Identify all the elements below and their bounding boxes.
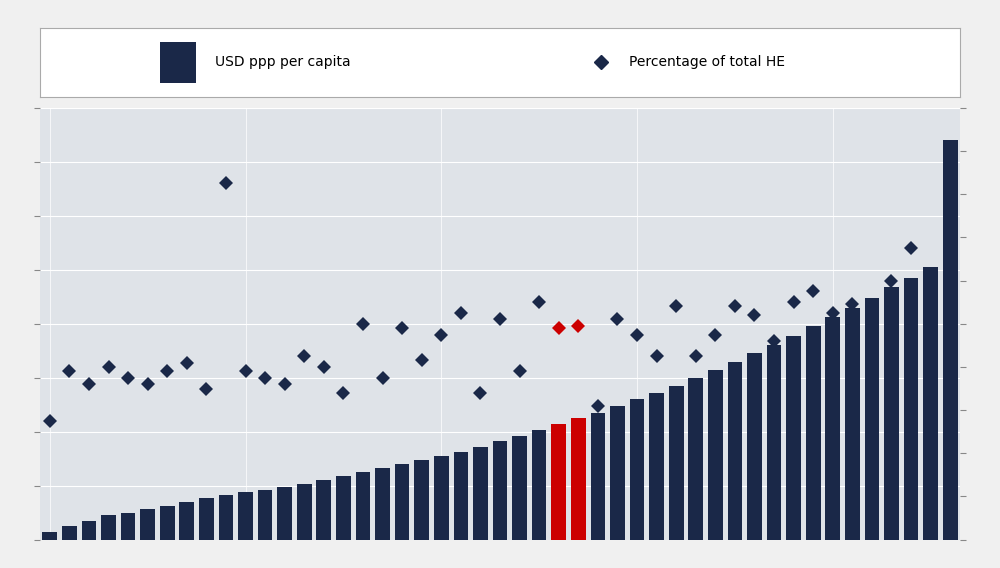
Bar <box>42 532 57 540</box>
Bar <box>336 476 351 540</box>
Bar <box>825 317 840 540</box>
Bar <box>493 441 507 540</box>
Bar <box>258 490 272 540</box>
Bar <box>708 370 723 540</box>
Bar <box>277 487 292 540</box>
Bar <box>630 399 644 540</box>
Bar <box>688 378 703 540</box>
Bar <box>943 140 958 540</box>
Bar <box>806 327 821 540</box>
Bar <box>884 287 899 540</box>
Bar <box>434 456 449 540</box>
Bar <box>532 431 546 540</box>
Bar <box>767 345 781 540</box>
FancyBboxPatch shape <box>160 42 196 83</box>
Bar <box>101 515 116 540</box>
Bar <box>845 307 860 540</box>
Bar <box>140 508 155 540</box>
Bar <box>454 452 468 540</box>
Bar <box>473 446 488 540</box>
Bar <box>551 424 566 540</box>
Bar <box>669 386 684 540</box>
Bar <box>219 495 233 540</box>
Bar <box>179 502 194 540</box>
Bar <box>238 492 253 540</box>
Bar <box>375 468 390 540</box>
Bar <box>316 480 331 540</box>
Bar <box>786 336 801 540</box>
Bar <box>591 413 605 540</box>
Bar <box>82 521 96 540</box>
Bar <box>395 464 409 540</box>
Bar <box>414 460 429 540</box>
Bar <box>649 392 664 540</box>
Bar <box>512 436 527 540</box>
Bar <box>121 512 135 540</box>
Bar <box>160 506 175 540</box>
Bar <box>865 298 879 540</box>
Bar <box>297 485 312 540</box>
Bar <box>728 361 742 540</box>
Bar <box>923 267 938 540</box>
Bar <box>356 472 370 540</box>
Text: USD ppp per capita: USD ppp per capita <box>215 56 350 69</box>
Bar <box>571 418 586 540</box>
Bar <box>904 278 918 540</box>
Bar <box>62 526 77 540</box>
Bar <box>199 498 214 540</box>
Text: Percentage of total HE: Percentage of total HE <box>629 56 785 69</box>
Bar <box>610 406 625 540</box>
Bar <box>747 353 762 540</box>
